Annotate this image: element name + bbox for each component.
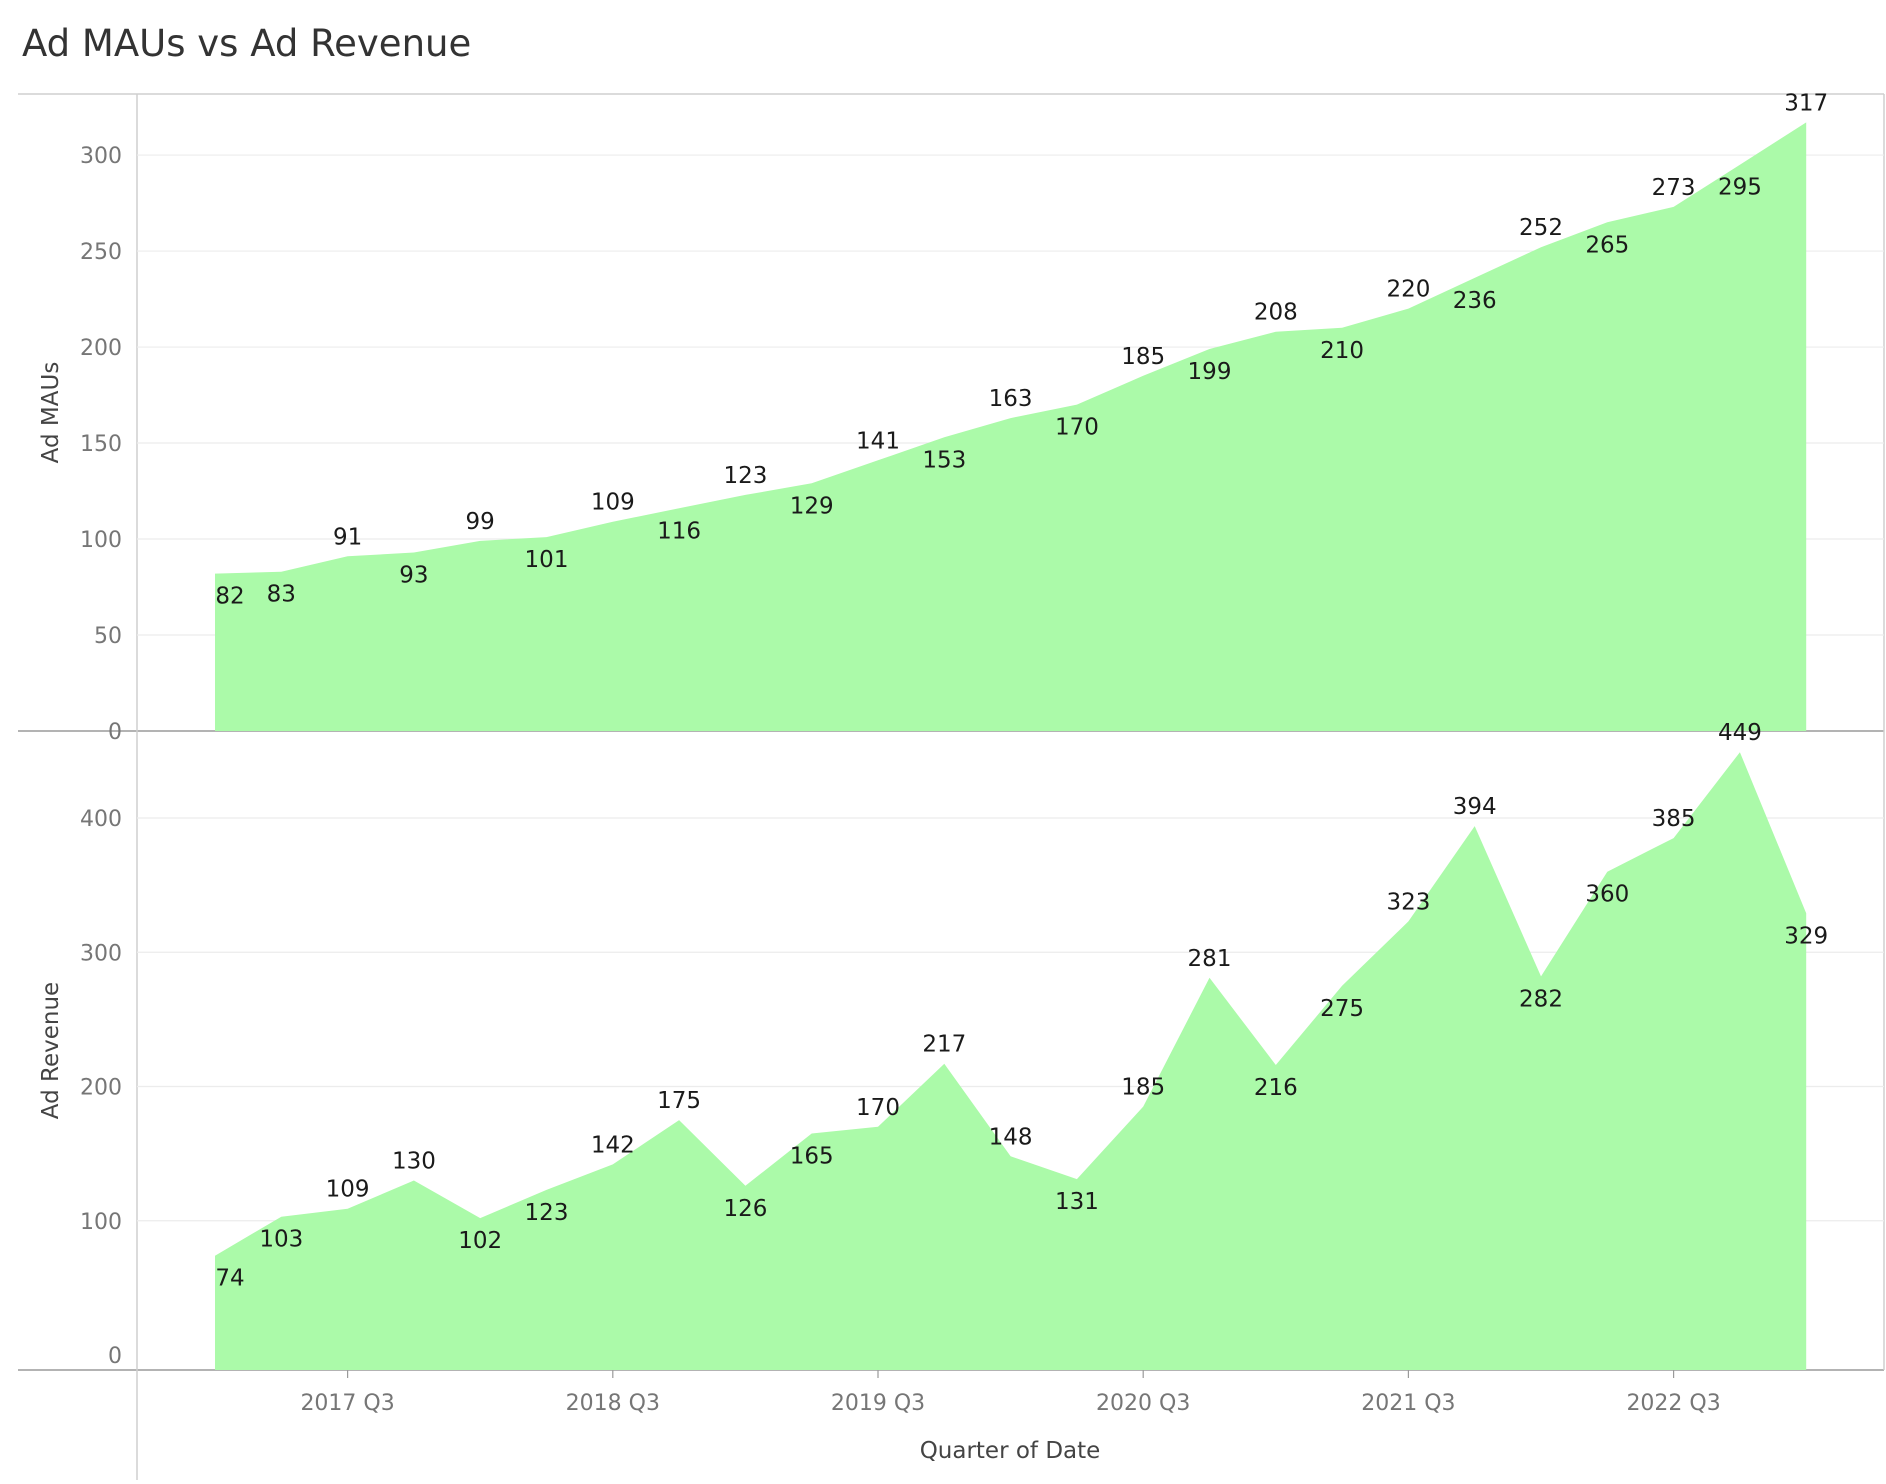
data-label: 123 [723,463,767,489]
data-label: 208 [1254,300,1298,326]
data-label: 103 [259,1227,303,1253]
data-label: 295 [1718,175,1762,201]
data-label: 329 [1784,923,1828,949]
data-label: 141 [856,428,900,454]
data-label: 210 [1320,338,1364,364]
y-tick-label: 200 [80,336,122,361]
x-axis-title: Quarter of Date [920,1438,1101,1464]
data-label: 281 [1188,946,1232,972]
data-label: 102 [458,1228,502,1254]
data-label: 153 [922,447,966,473]
data-label: 273 [1652,175,1696,201]
y-tick-label: 50 [94,624,122,649]
y-tick-label: 100 [80,1210,122,1235]
data-label: 126 [723,1196,767,1222]
data-label: 175 [657,1088,701,1114]
data-label: 131 [1055,1189,1099,1215]
data-label: 323 [1386,889,1430,915]
y-tick-label: 400 [80,807,122,832]
data-label: 220 [1386,277,1430,303]
y-axis-title: Ad Revenue [38,982,64,1119]
data-label: 165 [790,1143,834,1169]
data-label: 282 [1519,986,1563,1012]
y-tick-label: 150 [80,432,122,457]
data-label: 130 [392,1148,436,1174]
x-tick-label: 2017 Q3 [300,1391,394,1416]
data-label: 101 [525,547,569,573]
data-label: 91 [333,524,362,550]
data-label: 216 [1254,1075,1298,1101]
data-label: 360 [1585,882,1629,908]
y-tick-label: 0 [108,720,122,745]
x-tick-label: 2021 Q3 [1361,1391,1455,1416]
x-tick-label: 2022 Q3 [1626,1391,1720,1416]
data-label: 163 [989,386,1033,412]
data-label: 265 [1585,232,1629,258]
data-label: 185 [1121,344,1165,370]
y-tick-label: 200 [80,1076,122,1101]
data-label: 394 [1453,794,1497,820]
data-label: 109 [326,1177,370,1203]
y-axis-title: Ad MAUs [38,362,64,464]
data-label: 199 [1188,359,1232,385]
y-tick-label: 100 [80,528,122,553]
data-label: 123 [525,1200,569,1226]
data-label: 236 [1453,288,1497,314]
y-tick-label: 300 [80,941,122,966]
data-label: 317 [1784,90,1828,116]
y-tick-label: 250 [80,240,122,265]
data-label: 449 [1718,720,1762,746]
data-label: 148 [989,1124,1033,1150]
x-tick-label: 2020 Q3 [1096,1391,1190,1416]
y-tick-label: 300 [80,144,122,169]
data-label: 129 [790,493,834,519]
data-label: 385 [1652,806,1696,832]
data-label: 93 [399,562,428,588]
y-tick-label: 0 [108,1344,122,1369]
data-label: 83 [267,582,296,608]
data-label: 82 [215,584,244,610]
data-label: 109 [591,490,635,516]
data-label: 170 [1055,415,1099,441]
x-tick-label: 2018 Q3 [566,1391,660,1416]
data-label: 170 [856,1095,900,1121]
data-label: 275 [1320,996,1364,1022]
area-series [215,122,1807,731]
data-label: 217 [922,1032,966,1058]
data-label: 142 [591,1132,635,1158]
data-label: 252 [1519,215,1563,241]
data-label: 185 [1121,1075,1165,1101]
data-label: 116 [657,518,701,544]
chart-title: Ad MAUs vs Ad Revenue [22,22,472,65]
data-label: 74 [215,1266,244,1292]
x-tick-label: 2019 Q3 [831,1391,925,1416]
data-label: 99 [466,509,495,535]
area-series [215,752,1807,1370]
